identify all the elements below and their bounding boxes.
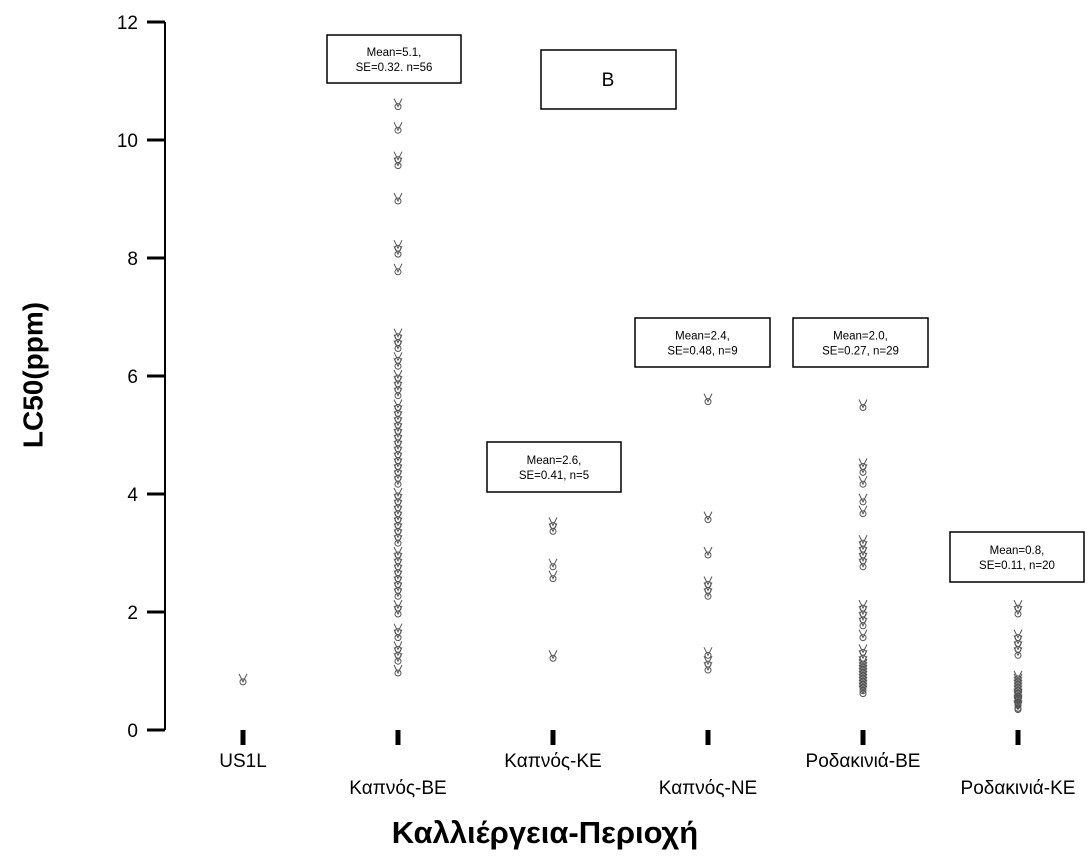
y-tick-label: 10 — [117, 131, 138, 152]
point — [548, 523, 558, 535]
point — [393, 157, 403, 170]
point — [858, 464, 868, 476]
point — [1013, 647, 1023, 659]
point — [393, 245, 403, 258]
point — [858, 475, 868, 488]
point — [858, 558, 868, 571]
annotation: SE=0.27, n=29 — [822, 346, 899, 358]
point — [858, 493, 868, 506]
point — [393, 605, 403, 618]
y-tick-label: 12 — [117, 13, 138, 34]
point — [393, 192, 403, 205]
y-tick-label: 8 — [127, 249, 138, 270]
annotation: SE=0.11, n=20 — [979, 560, 1055, 572]
point — [393, 588, 403, 600]
point — [1013, 605, 1023, 618]
annotation: Mean=0.8, — [990, 545, 1045, 557]
annotation-box — [949, 531, 1085, 583]
annotation: Mean=2.0, — [833, 331, 888, 343]
point — [858, 617, 868, 630]
x-tick-label: Ροδακινιά-ΒΕ — [806, 751, 921, 772]
annotation: SE=0.32. n=56 — [356, 62, 433, 74]
point — [548, 650, 558, 662]
y-tick-label: 6 — [127, 367, 138, 388]
annotation: Mean=2.4, — [675, 331, 730, 343]
point — [858, 505, 868, 518]
annotation: Mean=5.1, — [367, 47, 422, 59]
panel-label-box — [540, 49, 677, 110]
x-tick-label: Καπνός-ΒΕ — [349, 778, 446, 799]
point — [548, 570, 558, 583]
annotation-box — [326, 34, 462, 84]
point — [393, 475, 403, 488]
x-tick-label: Καπνός-ΚΕ — [504, 751, 601, 772]
point — [393, 340, 403, 352]
point — [703, 546, 713, 559]
point — [393, 664, 403, 677]
annotation: Mean=2.6, — [527, 455, 582, 467]
point — [393, 534, 403, 547]
point — [858, 629, 868, 642]
point — [703, 647, 713, 659]
point — [703, 661, 713, 674]
x-tick-label: US1L — [219, 751, 267, 772]
y-tick-label: 0 — [127, 721, 138, 742]
annotation-box — [486, 441, 622, 493]
point — [238, 673, 248, 686]
point — [703, 511, 713, 524]
x-axis-title: Καλλιέργεια-Περιοχή — [392, 815, 698, 850]
point — [703, 393, 713, 406]
annotation-box — [634, 317, 771, 368]
y-axis-title: LC50(ppm) — [17, 302, 48, 448]
annotation-box — [792, 317, 929, 368]
annotation: SE=0.48, n=9 — [667, 346, 737, 358]
point — [703, 588, 713, 600]
point — [393, 387, 403, 400]
annotation: SE=0.41, n=5 — [519, 470, 589, 482]
point — [548, 558, 558, 571]
y-tick-label: 4 — [127, 485, 138, 506]
point — [393, 357, 403, 370]
y-tick-label: 2 — [127, 603, 138, 624]
point — [858, 685, 868, 698]
panel-label: B — [602, 70, 615, 91]
point — [393, 121, 403, 134]
point — [393, 98, 403, 111]
point — [858, 399, 868, 411]
x-tick-label: Ροδακινιά-ΚΕ — [961, 778, 1076, 799]
point — [393, 652, 403, 665]
x-tick-label: Καπνός-ΝΕ — [659, 778, 757, 799]
point — [393, 263, 403, 276]
point — [1013, 701, 1023, 714]
point — [393, 629, 403, 642]
